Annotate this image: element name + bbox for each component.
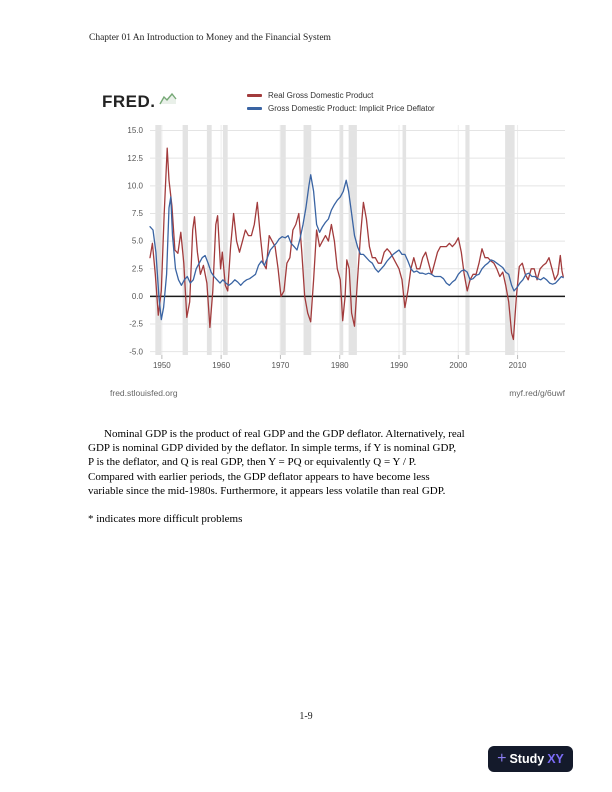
legend-swatch-real-gdp [247,94,262,97]
plus-icon: + [497,749,507,767]
x-tick-label: 2000 [449,361,467,370]
recession-band [279,125,286,355]
series-line-deflator [149,174,564,321]
chapter-header: Chapter 01 An Introduction to Money and … [89,33,331,43]
y-tick-label: 7.5 [132,209,144,218]
page-number: 1-9 [299,711,313,722]
y-tick-label: -2.5 [129,320,143,329]
fred-logo-text: FRED. [102,92,156,111]
studyxy-logo-study: Study [509,752,545,766]
legend-label-deflator: Gross Domestic Product: Implicit Price D… [268,104,435,113]
x-tick-label: 1960 [212,361,230,370]
recession-band [182,125,188,355]
x-tick-label: 1980 [331,361,349,370]
recession-band [465,125,470,355]
recession-band [402,125,407,355]
series-line-real-gdp [149,147,564,341]
legend-label-real-gdp: Real Gross Domestic Product [268,91,374,100]
recession-band [303,125,312,355]
studyxy-logo: + Study XY [488,746,573,772]
recession-band [206,125,212,355]
answer-paragraph: Nominal GDP is the product of real GDP a… [88,428,465,497]
x-tick-label: 2010 [509,361,527,370]
y-tick-label: 5.0 [132,237,144,246]
fred-source-url: fred.stlouisfed.org [110,388,178,398]
recession-band [348,125,357,355]
x-tick-label: 1970 [272,361,290,370]
legend-item-deflator: Gross Domestic Product: Implicit Price D… [247,104,435,113]
y-tick-label: 2.5 [132,264,144,273]
legend-swatch-deflator [247,107,262,110]
legend-item-real-gdp: Real Gross Domestic Product [247,91,435,100]
y-tick-label: 12.5 [127,154,143,163]
x-tick-label: 1950 [153,361,171,370]
chart-legend: Real Gross Domestic Product Gross Domest… [247,91,435,117]
studyxy-logo-xy: XY [547,752,564,766]
fred-logo: FRED. [102,90,177,112]
recession-band [222,125,228,355]
y-tick-label: 10.0 [127,181,143,190]
gdp-chart: 1950 1960 1970 1980 1990 2000 2010 15.0 12.5 10.0… [96,85,576,385]
difficulty-footnote: * indicates more difficult problems [88,513,243,525]
y-tick-label: -5.0 [129,347,143,356]
gdp-chart-svg: 1950 1960 1970 1980 1990 2000 2010 15.0 12.5 10.0… [127,125,565,370]
sparkline-icon [158,90,177,110]
fred-short-url: myf.red/g/6uwf [509,388,565,398]
recession-band [505,125,515,355]
y-tick-label: 0.0 [132,292,144,301]
y-tick-label: 15.0 [127,126,143,135]
recession-band [339,125,344,355]
x-tick-label: 1990 [390,361,408,370]
recession-band [155,125,162,355]
